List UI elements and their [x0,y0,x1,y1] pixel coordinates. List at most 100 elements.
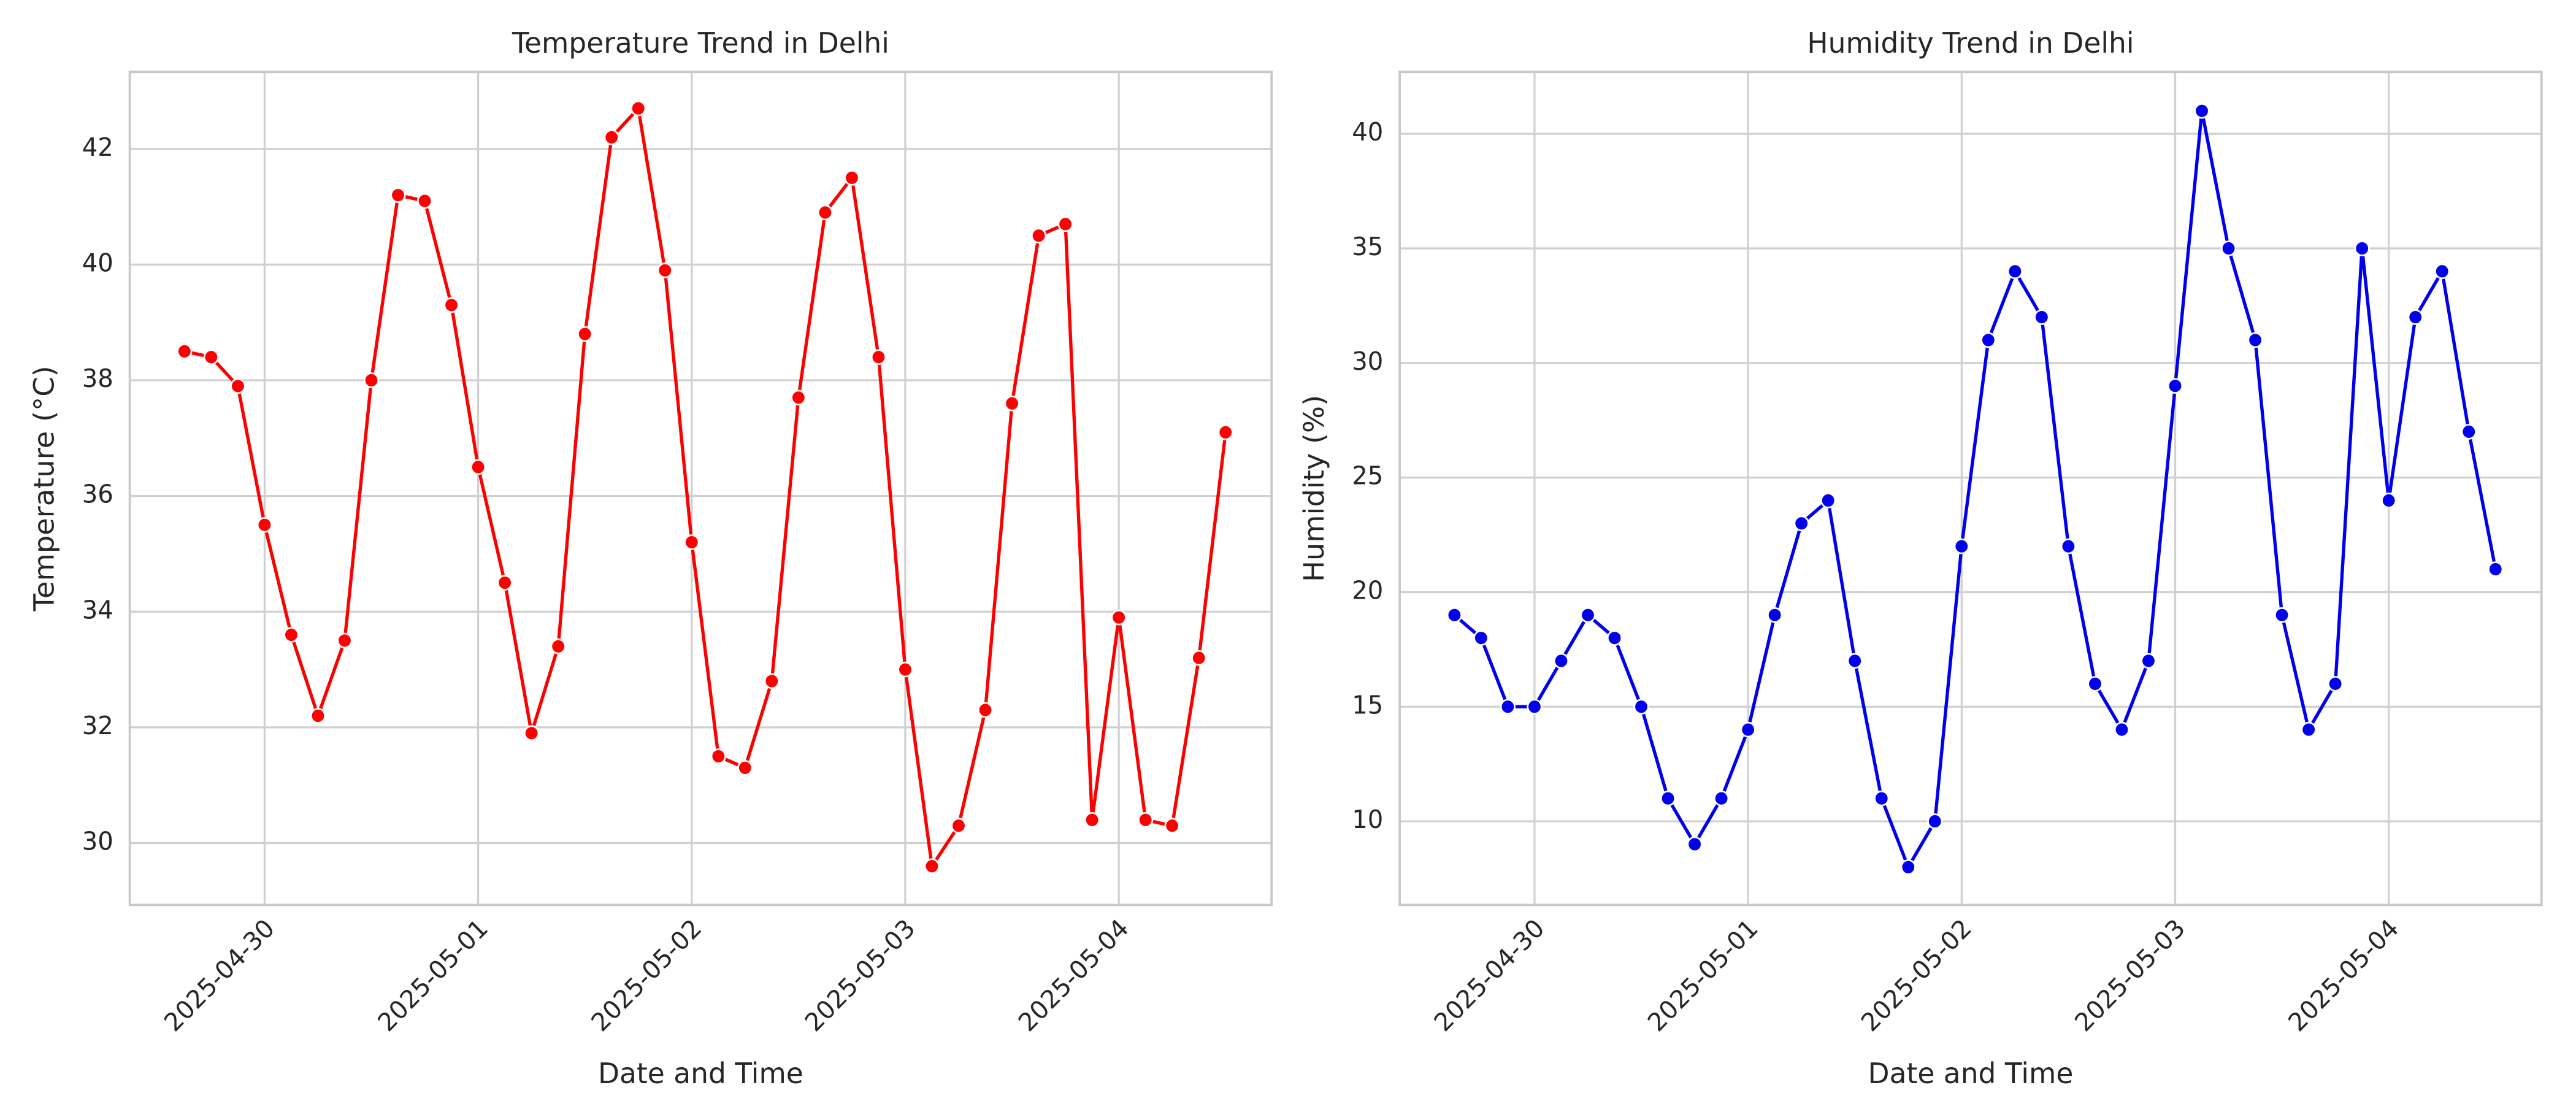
y-axis-label: Temperature (°C) [28,366,61,611]
data-point [977,702,994,718]
data-point [924,858,940,875]
data-point [337,632,353,649]
data-point [1191,650,1207,666]
x-axis-label: Date and Time [598,1057,803,1090]
x-tick-label: 2025-05-04 [1013,913,1135,1037]
data-point [1714,790,1730,807]
y-tick-label: 38 [82,364,113,393]
data-point [897,661,913,678]
data-point [817,204,833,221]
x-tick-label: 2025-05-02 [586,913,708,1037]
data-point [1164,818,1180,834]
data-point [1660,790,1676,807]
data-point [2247,332,2263,348]
y-tick-label: 30 [82,826,113,856]
data-point [416,193,433,209]
data-point [951,818,967,834]
plot-frame [1398,71,2543,907]
data-point [2381,493,2397,508]
data-point [1953,538,1969,554]
data-line [1453,110,2497,871]
data-point [497,575,513,591]
data-point [2461,424,2477,440]
data-point [550,638,566,654]
y-tick-label: 15 [1352,690,1383,719]
data-point [283,627,299,643]
x-tick-label: 2025-05-02 [1855,913,1977,1037]
data-point [310,708,326,724]
data-point [1138,811,1154,828]
data-point [2488,561,2504,577]
data-point [470,459,486,475]
data-point [1500,699,1516,715]
data-point [1633,699,1649,715]
plot-frame [128,71,1273,907]
x-axis-label: Date and Time [1868,1057,2074,1090]
data-point [870,349,887,366]
data-point [230,378,246,394]
y-tick-label: 42 [82,132,113,161]
data-point [203,349,219,366]
data-point [737,760,753,776]
data-point [1767,607,1783,623]
data-point [1446,607,1462,623]
data-point [710,748,726,764]
x-tick-label: 2025-05-01 [372,913,494,1037]
data-point [2354,240,2370,256]
data-point [1527,699,1543,715]
y-tick-label: 36 [82,479,113,508]
data-point [1874,790,1890,807]
data-point [2328,676,2344,692]
data-point [2167,378,2183,394]
data-point [604,129,619,145]
data-point [2114,721,2130,738]
y-tick-label: 40 [82,248,113,277]
data-point [1793,515,1809,532]
data-point [177,343,193,359]
x-tick-label: 2025-05-01 [1642,913,1764,1037]
data-point [1553,653,1570,669]
data-point [1900,859,1916,875]
data-point [764,673,780,689]
data-point [2060,538,2077,554]
x-tick-label: 2025-04-30 [1428,913,1551,1037]
data-point [363,372,380,388]
data-line [184,104,1227,871]
y-tick-label: 35 [1352,232,1383,261]
data-point [443,297,459,313]
data-point [390,187,406,203]
data-point [1980,332,1996,348]
data-point [1473,630,1489,646]
y-tick-label: 32 [82,711,113,740]
chart-title: Humidity Trend in Delhi [1807,26,2134,59]
data-point [1111,609,1127,626]
data-point [657,262,673,278]
chart-title: Temperature Trend in Delhi [512,26,889,59]
data-point [2194,102,2210,119]
y-tick-label: 34 [82,595,113,624]
data-point [2034,309,2050,325]
data-point [577,326,593,342]
y-tick-label: 20 [1352,575,1383,605]
data-point [1217,424,1233,440]
data-point [1004,395,1020,412]
data-point [2274,607,2290,623]
x-tick-label: 2025-04-30 [158,913,280,1037]
data-point [1057,216,1073,232]
data-point [1580,607,1596,623]
y-tick-label: 40 [1352,117,1383,147]
data-point [1847,653,1863,669]
x-tick-label: 2025-05-03 [2069,913,2191,1037]
data-point [2220,240,2237,256]
data-point [2141,653,2156,669]
y-axis-label: Humidity (%) [1297,395,1330,582]
data-point [631,100,646,117]
data-point [2007,263,2023,280]
data-point [1687,836,1703,853]
data-point [1031,228,1047,244]
x-tick-label: 2025-05-04 [2282,913,2404,1037]
data-point [1927,813,1943,829]
data-point [791,389,807,406]
x-tick-label: 2025-05-03 [799,913,921,1037]
